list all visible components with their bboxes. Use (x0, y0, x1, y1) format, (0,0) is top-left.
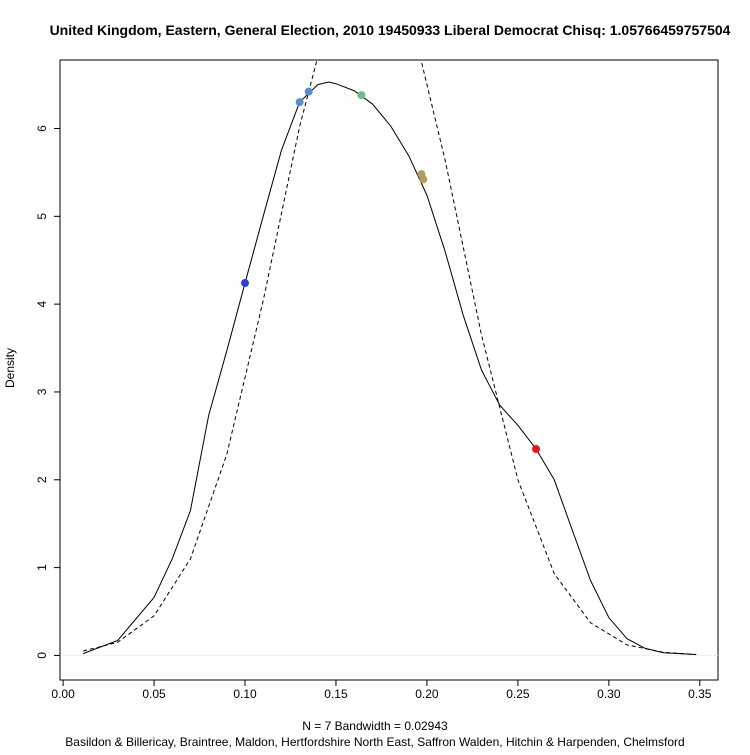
y-tick-label: 3 (35, 388, 49, 395)
x-tick-label: 0.25 (506, 687, 530, 701)
y-tick-label: 6 (35, 125, 49, 132)
x-tick-label: 0.35 (688, 687, 712, 701)
y-tick-label: 1 (35, 564, 49, 571)
x-tick-label: 0.10 (233, 687, 257, 701)
y-tick-label: 0 (35, 652, 49, 659)
y-tick-label: 2 (35, 476, 49, 483)
y-tick-label: 5 (35, 213, 49, 220)
x-tick-label: 0.20 (415, 687, 439, 701)
density-line (82, 81, 697, 656)
data-point (532, 445, 541, 454)
plot-area (60, 60, 718, 656)
caption: Basildon & Billericay, Braintree, Maldon… (65, 735, 684, 749)
y-tick-label: 4 (35, 300, 49, 307)
data-point (357, 91, 366, 100)
x-tick-label: 0.05 (142, 687, 166, 701)
x-tick-label: 0.00 (51, 687, 75, 701)
data-point (304, 87, 313, 96)
x-tick-label: 0.30 (597, 687, 621, 701)
x-axis-label: N = 7 Bandwidth = 0.02943 (302, 719, 448, 733)
data-point (295, 98, 304, 107)
y-axis-label: Density (3, 348, 17, 388)
x-tick-label: 0.15 (324, 687, 348, 701)
density-line (82, 60, 697, 656)
data-point (241, 279, 250, 288)
data-point (419, 175, 428, 184)
chart-title: United Kingdom, Eastern, General Electio… (50, 22, 731, 38)
